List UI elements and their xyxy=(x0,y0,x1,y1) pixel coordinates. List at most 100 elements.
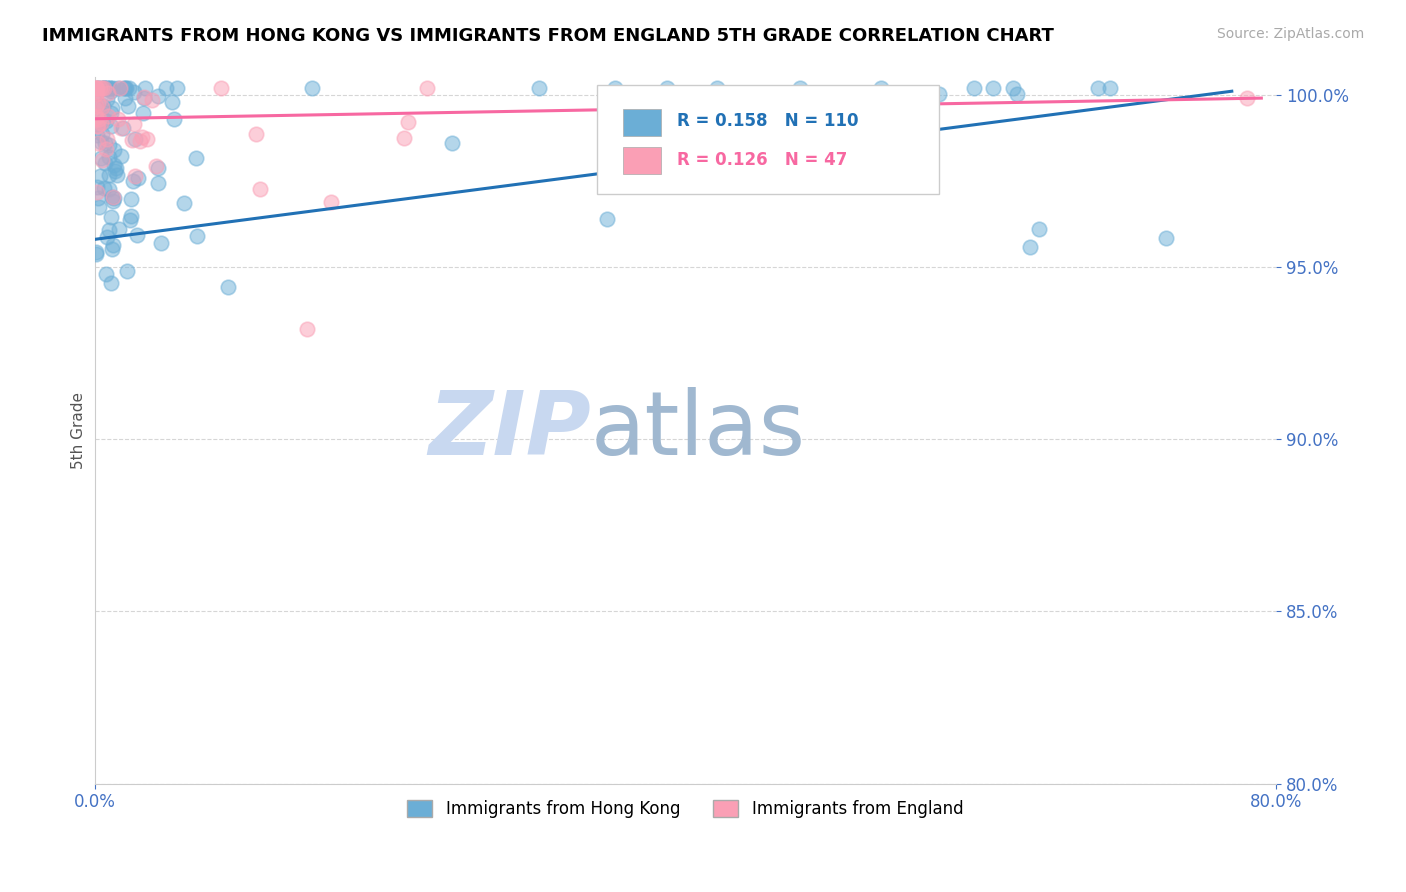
Point xyxy=(1087,80,1109,95)
Point xyxy=(107,80,129,95)
Point xyxy=(97,109,120,123)
Bar xyxy=(623,109,661,136)
Point xyxy=(245,127,267,141)
Point xyxy=(103,143,125,157)
Point xyxy=(86,128,108,142)
Point xyxy=(94,136,117,150)
Point xyxy=(115,80,138,95)
Point xyxy=(209,80,232,95)
Point xyxy=(249,182,271,196)
Point xyxy=(186,229,208,244)
Point xyxy=(100,84,122,98)
Point xyxy=(100,242,122,256)
Point xyxy=(129,135,152,149)
Point xyxy=(110,120,132,135)
Point xyxy=(121,133,143,147)
Point xyxy=(852,162,875,177)
Point xyxy=(98,80,121,95)
Point xyxy=(86,117,108,131)
Point xyxy=(145,159,167,173)
Point xyxy=(1005,87,1028,101)
Point xyxy=(96,230,118,244)
Point xyxy=(1001,80,1024,95)
Point xyxy=(396,115,419,129)
Point xyxy=(107,112,129,127)
Point xyxy=(100,105,122,120)
Point xyxy=(84,80,107,95)
Point xyxy=(141,93,163,107)
Point xyxy=(86,80,108,95)
Point xyxy=(121,192,143,206)
Point xyxy=(527,80,550,95)
Point xyxy=(84,87,107,101)
Point xyxy=(114,91,136,105)
Point xyxy=(870,80,893,95)
Point xyxy=(84,80,107,95)
Bar xyxy=(623,147,661,174)
Point xyxy=(100,119,122,133)
Point xyxy=(96,80,118,95)
Point xyxy=(117,264,139,278)
Point xyxy=(84,80,107,95)
Point xyxy=(173,196,195,211)
Point xyxy=(93,181,115,195)
Point xyxy=(90,80,112,95)
Point xyxy=(93,80,115,95)
Point xyxy=(981,80,1004,95)
Point xyxy=(84,86,107,100)
Point xyxy=(93,80,115,95)
Point xyxy=(93,156,115,170)
Point xyxy=(118,80,141,95)
Point xyxy=(150,235,173,250)
Point xyxy=(86,136,108,150)
Point xyxy=(93,80,115,95)
Point xyxy=(132,105,155,120)
Point xyxy=(108,80,131,95)
Text: IMMIGRANTS FROM HONG KONG VS IMMIGRANTS FROM ENGLAND 5TH GRADE CORRELATION CHART: IMMIGRANTS FROM HONG KONG VS IMMIGRANTS … xyxy=(42,27,1054,45)
Point xyxy=(638,145,661,159)
Point xyxy=(160,95,183,109)
Point xyxy=(132,91,155,105)
Point xyxy=(93,80,115,95)
Point xyxy=(124,169,146,183)
Point xyxy=(596,212,619,227)
Point xyxy=(97,86,120,100)
Point xyxy=(86,185,108,199)
Point xyxy=(89,200,111,214)
Point xyxy=(86,120,108,134)
Point xyxy=(112,80,135,95)
Point xyxy=(655,80,678,95)
Point xyxy=(100,80,122,95)
Point xyxy=(90,135,112,149)
Point xyxy=(104,161,127,175)
Point xyxy=(90,100,112,114)
Point xyxy=(103,191,125,205)
Y-axis label: 5th Grade: 5th Grade xyxy=(72,392,86,469)
Point xyxy=(87,191,110,205)
Point xyxy=(1028,222,1050,236)
Point xyxy=(96,80,118,95)
Point xyxy=(120,209,142,223)
Point xyxy=(86,96,108,111)
Point xyxy=(297,322,319,336)
Point xyxy=(1236,91,1258,105)
Point xyxy=(90,151,112,165)
Point xyxy=(94,141,117,155)
Point xyxy=(100,210,122,224)
Point xyxy=(1154,230,1177,244)
Point xyxy=(132,90,155,104)
Point xyxy=(962,80,984,95)
Point xyxy=(90,80,112,95)
Text: ZIP: ZIP xyxy=(427,387,591,474)
Point xyxy=(96,91,118,105)
Point xyxy=(217,279,239,293)
Point xyxy=(90,127,112,141)
Point xyxy=(86,85,108,99)
Point xyxy=(392,130,415,145)
Point xyxy=(114,80,136,95)
Point xyxy=(103,158,125,172)
Point xyxy=(101,194,124,208)
Point xyxy=(87,80,110,95)
Point xyxy=(122,174,145,188)
Point xyxy=(89,169,111,183)
